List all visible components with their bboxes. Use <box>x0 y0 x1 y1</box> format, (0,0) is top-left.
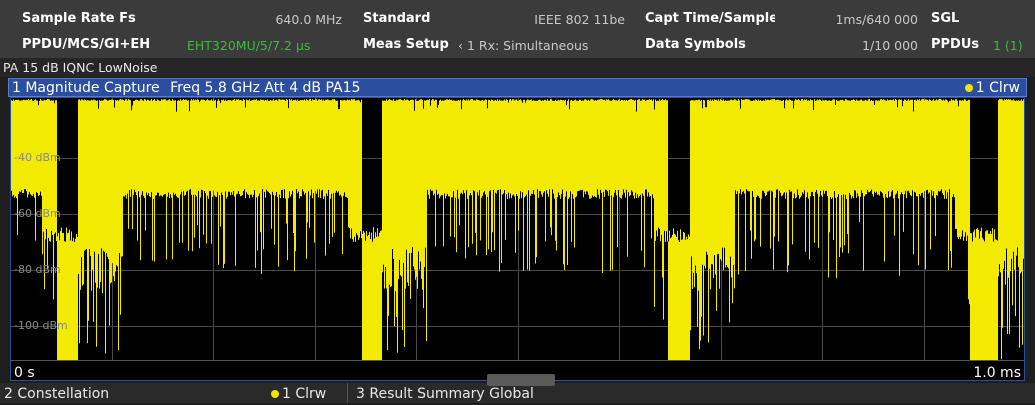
y-labels: -40 dBm -60 dBm -80 dBm -100 dBm <box>14 151 68 332</box>
window-title: 1 Magnitude Capture <box>12 80 160 96</box>
setting-label: SGL <box>931 11 960 26</box>
splitter-handle[interactable] <box>487 374 555 386</box>
setting-value: 1ms/640 000 <box>835 12 918 27</box>
setting-label: Capt Time/Sample: <box>645 11 775 26</box>
trace-dot <box>964 84 973 92</box>
tab-title[interactable]: 2 Constellation <box>4 386 110 402</box>
tab-bar: 2 Constellation 1 Clrw 3 Result Summary … <box>0 383 1035 403</box>
setting-value: ‹ 1 Rx: Simultaneous <box>458 38 589 53</box>
setting-value: 1 (1) <box>993 38 1023 53</box>
x-end-label: 1.0 ms <box>973 365 1021 381</box>
trace-dot <box>271 390 279 398</box>
window-title-bar: 1 Magnitude Capture Freq 5.8 GHz Att 4 d… <box>8 78 1027 97</box>
setting-value: IEEE 802 11be <box>534 12 625 27</box>
y-label: -40 dBm <box>14 151 61 164</box>
setting-label: Standard <box>363 11 431 26</box>
setting-label: Data Symbols <box>645 37 746 52</box>
setting-label: PPDU/MCS/GI+EH <box>22 37 151 52</box>
setting-label: Meas Setup <box>363 37 449 52</box>
y-label: -80 dBm <box>14 263 61 276</box>
window-info: Freq 5.8 GHz Att 4 dB PA15 <box>170 80 361 96</box>
trace-label: 1 Clrw <box>282 386 327 402</box>
setting-value: 1/10 000 <box>862 38 918 53</box>
setting-label: Sample Rate Fs <box>22 11 136 26</box>
tab-trace: 1 Clrw <box>271 383 326 405</box>
magnitude-plot: -40 dBm -60 dBm -80 dBm -100 dBm 0 s 1.0 ms <box>10 97 1025 381</box>
tab-title[interactable]: 3 Result Summary Global <box>356 386 534 402</box>
y-label: -60 dBm <box>14 207 61 220</box>
setting-value: 640.0 MHz <box>275 12 342 27</box>
trace-indicator: 1 Clrw <box>964 79 1020 98</box>
status-line: PA 15 dB IQNC LowNoise <box>0 58 1035 77</box>
tab-divider <box>347 383 348 403</box>
setting-value: EHT320MU/5/7.2 µs <box>187 38 311 53</box>
y-label: -100 dBm <box>14 319 68 332</box>
x-start-label: 0 s <box>14 365 35 381</box>
trace-label: 1 Clrw <box>975 80 1020 96</box>
settings-panel <box>0 0 1035 58</box>
setting-label: PPDUs <box>931 37 980 52</box>
